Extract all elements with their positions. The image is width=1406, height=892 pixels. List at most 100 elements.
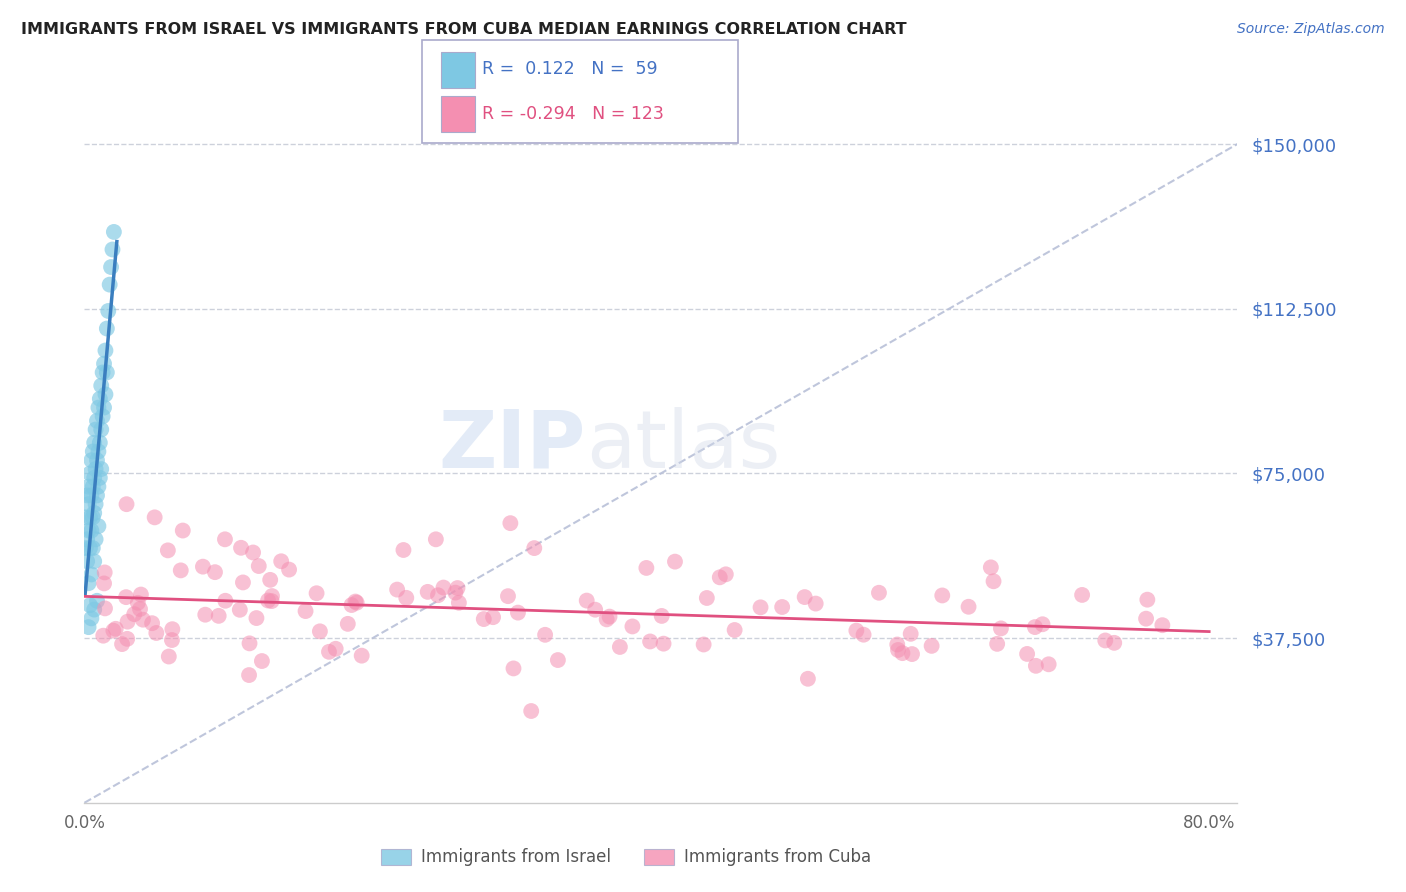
- Point: [103, 225, 125, 239]
- Point: [83, 471, 105, 485]
- Point: [446, 581, 468, 595]
- Point: [416, 585, 439, 599]
- Point: [344, 594, 367, 608]
- Point: [86, 594, 108, 608]
- Point: [172, 524, 194, 538]
- Point: [83, 602, 105, 616]
- Point: [229, 603, 252, 617]
- Point: [599, 609, 621, 624]
- Point: [921, 639, 943, 653]
- Point: [77, 497, 100, 511]
- Point: [94, 601, 117, 615]
- Point: [76, 488, 98, 502]
- Point: [350, 648, 373, 663]
- Point: [723, 623, 745, 637]
- Point: [94, 343, 117, 358]
- Point: [83, 435, 105, 450]
- Point: [80, 488, 103, 502]
- Point: [89, 435, 111, 450]
- Point: [325, 641, 347, 656]
- Point: [868, 586, 890, 600]
- Point: [499, 516, 522, 530]
- Text: R =  0.122   N =  59: R = 0.122 N = 59: [482, 60, 658, 78]
- Point: [887, 643, 910, 657]
- Point: [309, 624, 332, 639]
- Point: [87, 401, 110, 415]
- Point: [117, 615, 139, 629]
- Point: [156, 543, 179, 558]
- Point: [595, 612, 617, 626]
- Point: [93, 401, 115, 415]
- Point: [162, 622, 184, 636]
- Point: [260, 589, 283, 603]
- Point: [385, 582, 408, 597]
- Point: [101, 243, 124, 257]
- Point: [245, 611, 267, 625]
- Point: [395, 591, 418, 605]
- Point: [259, 573, 281, 587]
- Point: [709, 570, 731, 584]
- Point: [80, 524, 103, 538]
- Point: [609, 640, 631, 654]
- Point: [983, 574, 1005, 589]
- Point: [170, 563, 193, 577]
- Point: [75, 541, 97, 555]
- Point: [714, 567, 737, 582]
- Text: atlas: atlas: [586, 407, 780, 485]
- Point: [336, 616, 359, 631]
- Point: [208, 608, 231, 623]
- Point: [84, 497, 107, 511]
- Point: [93, 576, 115, 591]
- Point: [692, 638, 714, 652]
- Point: [804, 597, 827, 611]
- Legend: Immigrants from Israel, Immigrants from Cuba: Immigrants from Israel, Immigrants from …: [374, 842, 879, 873]
- Point: [191, 559, 214, 574]
- Point: [94, 387, 117, 401]
- Point: [160, 633, 183, 648]
- Point: [318, 645, 340, 659]
- Point: [891, 646, 914, 660]
- Point: [294, 604, 316, 618]
- Point: [845, 624, 868, 638]
- Point: [115, 590, 138, 604]
- Point: [90, 462, 112, 476]
- Point: [238, 636, 260, 650]
- Point: [214, 533, 236, 547]
- Point: [122, 607, 145, 622]
- Point: [86, 488, 108, 502]
- Point: [238, 668, 260, 682]
- Point: [1024, 620, 1046, 634]
- Point: [82, 541, 104, 555]
- Point: [77, 576, 100, 591]
- Point: [77, 524, 100, 538]
- Text: R = -0.294   N = 123: R = -0.294 N = 123: [482, 105, 664, 123]
- Point: [79, 541, 101, 555]
- Point: [84, 533, 107, 547]
- Point: [278, 563, 301, 577]
- Point: [547, 653, 569, 667]
- Point: [575, 593, 598, 607]
- Point: [250, 654, 273, 668]
- Point: [84, 462, 107, 476]
- Point: [86, 453, 108, 467]
- Point: [194, 607, 217, 622]
- Point: [931, 589, 953, 603]
- Point: [534, 628, 557, 642]
- Point: [1102, 636, 1125, 650]
- Point: [1152, 618, 1174, 632]
- Point: [89, 392, 111, 406]
- Point: [425, 533, 447, 547]
- Point: [901, 647, 924, 661]
- Point: [797, 672, 820, 686]
- Point: [506, 606, 529, 620]
- Point: [82, 444, 104, 458]
- Point: [132, 613, 155, 627]
- Point: [79, 510, 101, 524]
- Point: [1094, 633, 1116, 648]
- Point: [305, 586, 328, 600]
- Point: [638, 634, 661, 648]
- Point: [472, 612, 495, 626]
- Point: [1136, 592, 1159, 607]
- Point: [87, 480, 110, 494]
- Point: [520, 704, 543, 718]
